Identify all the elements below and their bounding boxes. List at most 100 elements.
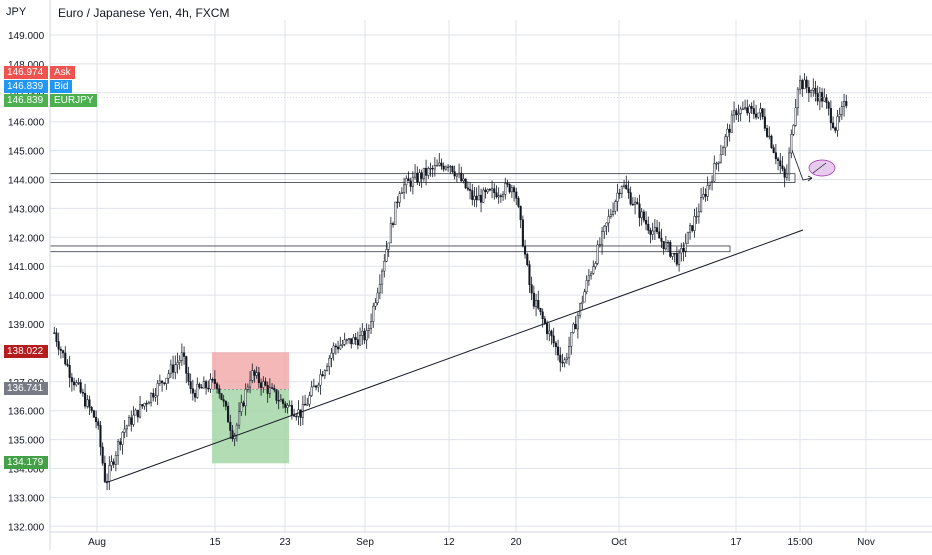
candle-body [143, 403, 146, 407]
candle-body [572, 323, 575, 333]
y-tick-label: 141.000 [8, 262, 45, 273]
candle-body [321, 374, 324, 377]
y-tick-label: 136.000 [8, 407, 45, 418]
candle-body [488, 189, 491, 191]
candle-body [271, 387, 274, 389]
candle-body [662, 241, 665, 250]
candle-body [594, 263, 597, 268]
candle-body [235, 424, 238, 436]
candle-body [154, 395, 157, 398]
candle-body [631, 203, 634, 206]
candle-body [647, 223, 650, 231]
candle-body [218, 388, 221, 394]
candle-body [123, 428, 126, 433]
candle-body [251, 370, 254, 381]
candle-body [427, 168, 430, 176]
ellipse-arrow [812, 162, 827, 174]
candle-body [295, 415, 298, 418]
candle-body [310, 386, 313, 396]
candle-body [570, 332, 573, 347]
candle-body [180, 352, 183, 361]
line-layer [50, 97, 932, 484]
candle-body [389, 223, 392, 244]
candle-body [172, 364, 175, 373]
zone-layer [49, 173, 796, 464]
candle-body [268, 387, 271, 394]
candle-body [315, 385, 318, 388]
candle-body [141, 404, 144, 407]
candle-body [108, 465, 111, 482]
candle-body [86, 399, 89, 407]
candle-body [224, 401, 227, 407]
arrow-head-icon [807, 175, 813, 182]
candle-body [675, 253, 678, 265]
candle-body [194, 392, 197, 398]
candle-body [689, 225, 692, 233]
candle-body [299, 409, 302, 418]
candle-body [651, 230, 654, 235]
candle-body [471, 190, 474, 200]
candle-body [697, 211, 700, 217]
candle-body [119, 441, 122, 445]
candle-body [213, 379, 216, 384]
candle-body [491, 188, 494, 191]
candle-body [693, 216, 696, 231]
candle-body [240, 402, 243, 413]
candle-body [114, 454, 117, 465]
candle-body [774, 152, 777, 160]
candle-body [273, 387, 276, 391]
candle-body [722, 147, 725, 155]
candle-body [559, 354, 562, 363]
candle-body [328, 357, 331, 367]
candle-body [330, 352, 333, 359]
candle-body [139, 404, 142, 418]
candle-body [145, 403, 148, 405]
candle-body [253, 370, 256, 376]
candle-body [392, 223, 395, 225]
candle-body [517, 198, 520, 207]
candle-body [68, 365, 71, 378]
candle-body [229, 421, 232, 431]
candle-body [711, 180, 714, 183]
candle-body [110, 461, 113, 466]
candle-body [249, 380, 252, 388]
candle-body [161, 380, 164, 384]
candle-body [312, 385, 315, 388]
candle-body [279, 399, 282, 402]
candle-body [53, 332, 56, 334]
candle-body [134, 409, 137, 416]
candle-body [304, 403, 307, 406]
candle-body [790, 134, 793, 154]
candle-body [493, 188, 496, 194]
candle-body [189, 381, 192, 389]
candle-body [519, 206, 522, 221]
candle-body [792, 125, 795, 135]
candle-body [620, 186, 623, 194]
candle-body [266, 385, 269, 394]
candle-body [169, 364, 172, 374]
candle-body [752, 108, 755, 115]
candle-body [319, 374, 322, 386]
candle-body [735, 110, 738, 116]
candle-body [290, 405, 293, 416]
candle-body [128, 417, 131, 427]
candle-body [744, 107, 747, 110]
price-badge-label: Ask [50, 66, 75, 79]
candle-body [673, 253, 676, 255]
candle-body [530, 284, 533, 294]
candle-body [352, 337, 355, 345]
price-badge-label: EURJPY [50, 94, 98, 107]
candle-body [772, 147, 775, 153]
candle-body [372, 305, 375, 322]
candle-body [812, 87, 815, 91]
candle-body [629, 192, 632, 205]
candle-body [671, 253, 674, 257]
candle-body [101, 446, 104, 464]
candle-body [719, 154, 722, 163]
axis-layer: 132.000133.000134.000135.000136.000137.0… [8, 0, 932, 550]
candle-body [147, 402, 150, 405]
candle-body [403, 184, 406, 193]
candle-body [502, 194, 505, 197]
